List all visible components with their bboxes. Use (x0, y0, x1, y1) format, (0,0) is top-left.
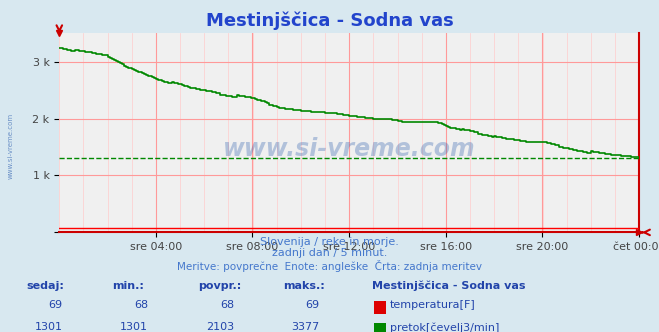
Text: Mestinjščica - Sodna vas: Mestinjščica - Sodna vas (372, 281, 526, 291)
Text: sedaj:: sedaj: (26, 281, 64, 290)
Text: 1301: 1301 (35, 322, 63, 332)
Text: pretok[čevelj3/min]: pretok[čevelj3/min] (390, 322, 500, 332)
Text: 1301: 1301 (121, 322, 148, 332)
Text: min.:: min.: (112, 281, 144, 290)
Text: zadnji dan / 5 minut.: zadnji dan / 5 minut. (272, 248, 387, 258)
Text: Slovenija / reke in morje.: Slovenija / reke in morje. (260, 237, 399, 247)
Text: maks.:: maks.: (283, 281, 325, 290)
Text: Meritve: povprečne  Enote: angleške  Črta: zadnja meritev: Meritve: povprečne Enote: angleške Črta:… (177, 260, 482, 272)
Text: 3377: 3377 (291, 322, 320, 332)
Text: Mestinjščica - Sodna vas: Mestinjščica - Sodna vas (206, 12, 453, 30)
Text: www.si-vreme.com: www.si-vreme.com (223, 137, 476, 161)
Text: 69: 69 (306, 300, 320, 310)
Text: temperatura[F]: temperatura[F] (390, 300, 476, 310)
Text: www.si-vreme.com: www.si-vreme.com (8, 113, 14, 179)
Text: 68: 68 (134, 300, 148, 310)
Text: povpr.:: povpr.: (198, 281, 241, 290)
Text: 69: 69 (49, 300, 63, 310)
Text: 68: 68 (220, 300, 234, 310)
Text: 2103: 2103 (206, 322, 234, 332)
